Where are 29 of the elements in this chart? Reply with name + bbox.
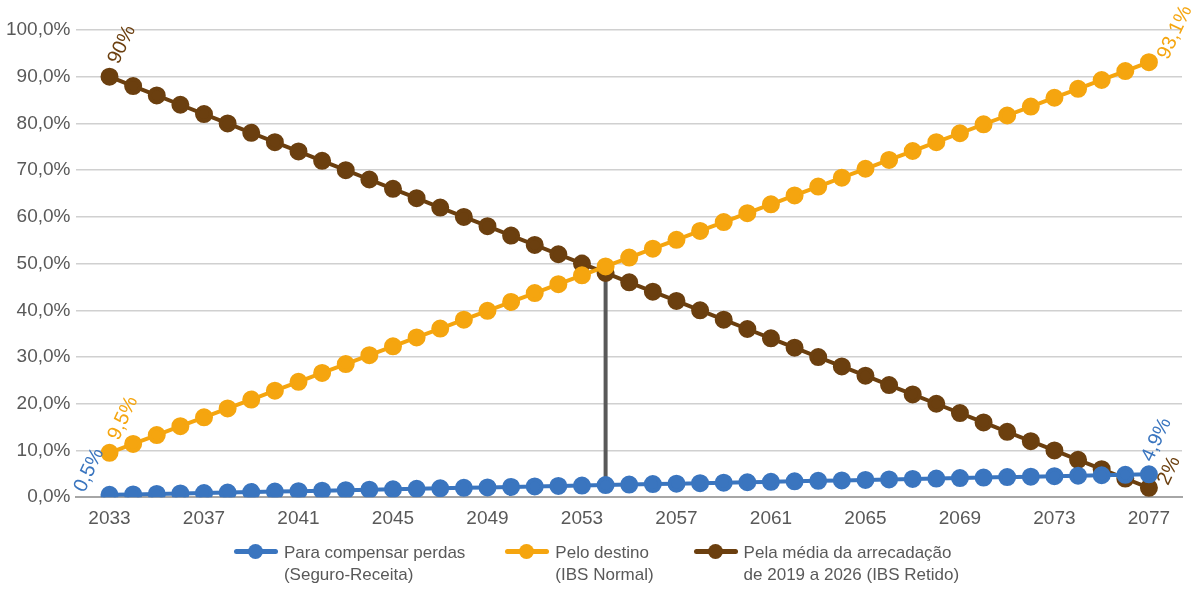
y-tick-label: 60,0%	[16, 205, 71, 227]
x-tick-label: 2065	[844, 506, 887, 528]
data-label: 93,1%	[1151, 1, 1193, 63]
legend-label: Para compensar perdas (Seguro-Receita)	[283, 542, 466, 586]
data-label: 90%	[102, 20, 140, 67]
y-tick-label: 10,0%	[16, 438, 71, 460]
x-tick-label: 2033	[88, 506, 131, 528]
y-tick-label: 30,0%	[16, 345, 71, 367]
x-tick-label: 2073	[1033, 506, 1076, 528]
y-tick-label: 0,0%	[27, 485, 71, 507]
x-tick-label: 2049	[466, 506, 509, 528]
legend-label: Pelo destino (IBS Normal)	[555, 542, 654, 586]
x-tick-label: 2041	[277, 506, 320, 528]
y-tick-label: 100,0%	[5, 18, 71, 40]
x-tick-label: 2077	[1127, 506, 1171, 528]
y-tick-label: 80,0%	[16, 111, 71, 133]
x-tick-label: 2069	[938, 506, 982, 528]
x-tick-label: 2053	[560, 506, 604, 528]
x-tick-label: 2045	[371, 506, 415, 528]
y-tick-label: 50,0%	[16, 251, 71, 273]
x-tick-label: 2061	[749, 506, 793, 528]
x-tick-label: 2037	[182, 506, 226, 528]
y-tick-label: 40,0%	[16, 298, 71, 320]
y-tick-label: 20,0%	[16, 391, 71, 413]
y-tick-label: 70,0%	[16, 158, 71, 180]
x-tick-label: 2057	[655, 506, 698, 528]
legend-label: Pela média da arrecadação de 2019 a 2026 (IBS Retido)	[743, 542, 960, 586]
y-tick-label: 90,0%	[16, 64, 71, 86]
data-label: 9,5%	[102, 392, 142, 443]
